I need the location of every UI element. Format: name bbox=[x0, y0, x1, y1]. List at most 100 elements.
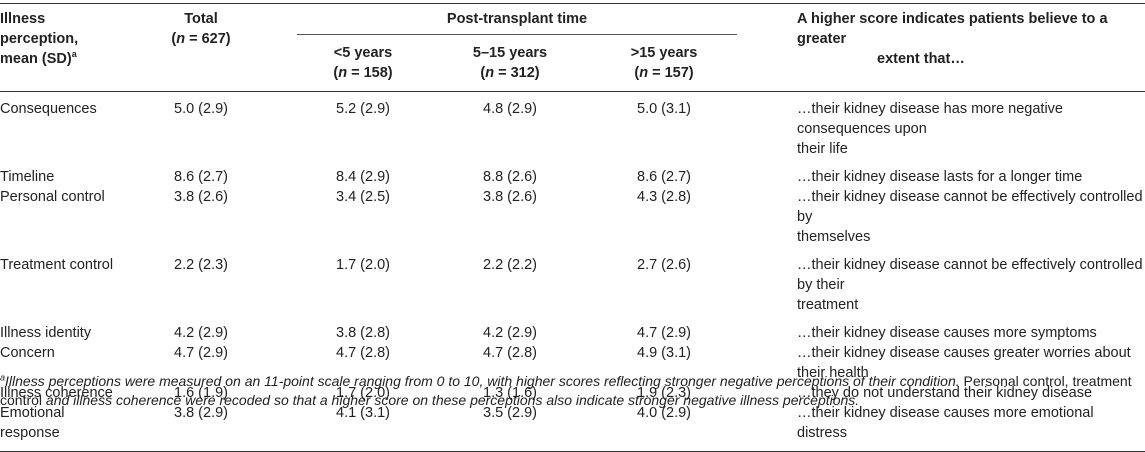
header-total-n: (n = 627) bbox=[171, 31, 231, 47]
cell-total-text: 1.6 (1.9) bbox=[174, 385, 228, 401]
cell-5-15: 3.8 (2.6) bbox=[429, 187, 591, 255]
cell-gt15-text: 2.7 (2.6) bbox=[637, 257, 691, 273]
table-row: Emotional response 3.8 (2.9) 4.1 (3.1) 3.5 (… bbox=[0, 403, 1145, 452]
table-row: Illness coherence 1.6 (1.9) 1.7 (2.0) 1.3 (… bbox=[0, 383, 1145, 403]
header-gap-2 bbox=[737, 4, 767, 83]
header-total: Total (n = 627) bbox=[135, 4, 267, 83]
cell-5-15: 4.8 (2.9) bbox=[429, 92, 591, 168]
cell-5-15-text: 2.2 (2.2) bbox=[483, 257, 537, 273]
row-label-text: Timeline bbox=[0, 169, 55, 185]
cell-total: 3.8 (2.9) bbox=[135, 403, 267, 452]
cell-total: 4.2 (2.9) bbox=[135, 323, 267, 343]
row-label-text: response bbox=[0, 425, 60, 441]
cell-description-text: …their kidney disease causes more sympto… bbox=[797, 325, 1097, 341]
cell-gt15-text: 4.3 (2.8) bbox=[637, 189, 691, 205]
gap-cell bbox=[737, 187, 767, 255]
cell-description-text: treatment bbox=[797, 297, 859, 313]
cell-total: 3.8 (2.6) bbox=[135, 187, 267, 255]
gap-cell bbox=[267, 403, 297, 452]
cell-gt15-text: 1.9 (2.3) bbox=[637, 385, 691, 401]
cell-lt5-text: 8.4 (2.9) bbox=[336, 169, 390, 185]
table-row: Illness identity 4.2 (2.9) 3.8 (2.8) 4.2 (2… bbox=[0, 323, 1145, 343]
cell-lt5-text: 4.7 (2.8) bbox=[336, 345, 390, 361]
cell-description-text: …their kidney disease causes greater wor… bbox=[797, 345, 1131, 381]
cell-description-text: …their kidney disease has more negative … bbox=[797, 101, 1063, 137]
header-group-label: Post-transplant time bbox=[297, 9, 737, 35]
row-label-text: Illness identity bbox=[0, 325, 92, 341]
cell-description-text: …their kidney disease cannot be effectiv… bbox=[797, 189, 1143, 225]
cell-gt15: 5.0 (3.1) bbox=[591, 92, 737, 168]
cell-gt15: 8.6 (2.7) bbox=[591, 167, 737, 187]
cell-5-15-text: 8.8 (2.6) bbox=[483, 169, 537, 185]
header-illness-perception: Illness perception, mean (SD)a bbox=[0, 4, 135, 83]
header-lt5: <5 years (n = 158) bbox=[297, 40, 429, 83]
row-label-text: Concern bbox=[0, 345, 55, 361]
footnote-marker: a bbox=[0, 372, 6, 383]
header-5-15: 5–15 years (n = 312) bbox=[429, 40, 591, 83]
table-top-rule bbox=[0, 3, 1145, 4]
cell-lt5: 8.4 (2.9) bbox=[297, 167, 429, 187]
row-label: Personal control bbox=[0, 187, 135, 255]
table-row: Treatment control 2.2 (2.3) 1.7 (2.0) 2.2 (… bbox=[0, 255, 1145, 323]
cell-total: 2.2 (2.3) bbox=[135, 255, 267, 323]
cell-total: 4.7 (2.9) bbox=[135, 343, 267, 383]
cell-description: …their kidney disease has more negative … bbox=[767, 92, 1145, 168]
cell-lt5: 3.8 (2.8) bbox=[297, 323, 429, 343]
cell-lt5: 4.1 (3.1) bbox=[297, 403, 429, 452]
header-rule bbox=[0, 83, 1145, 92]
cell-total: 5.0 (2.9) bbox=[135, 92, 267, 168]
cell-description: …their kidney disease causes more emotio… bbox=[767, 403, 1145, 452]
footnote-plain-text-3: illness coherence were recoded so that a… bbox=[69, 392, 860, 408]
table-footnote: aIllness perceptions were measured on an… bbox=[0, 372, 1140, 410]
gap-cell bbox=[737, 403, 767, 452]
cell-lt5-text: 5.2 (2.9) bbox=[336, 101, 390, 117]
row-label: Concern bbox=[0, 343, 135, 383]
gap-cell bbox=[267, 255, 297, 323]
cell-description: …their kidney disease causes greater wor… bbox=[767, 343, 1145, 383]
cell-description: …they do not understand their kidney dis… bbox=[767, 383, 1145, 403]
header-lt5-label: <5 years bbox=[333, 45, 393, 61]
header-5-15-n: (n = 312) bbox=[480, 65, 540, 81]
table-row: Personal control 3.8 (2.6) 3.4 (2.5) 3.8 (2… bbox=[0, 187, 1145, 255]
header-footnote-marker: a bbox=[71, 49, 77, 60]
cell-gt15: 4.0 (2.9) bbox=[591, 403, 737, 452]
cell-description: …their kidney disease causes more sympto… bbox=[767, 323, 1145, 343]
footnote-and: and bbox=[45, 392, 70, 408]
cell-gt15: 4.9 (3.1) bbox=[591, 343, 737, 383]
header-higher-score: A higher score indicates patients believ… bbox=[767, 4, 1145, 83]
row-label: Illness coherence bbox=[0, 383, 135, 403]
gap-cell bbox=[267, 92, 297, 168]
header-5-15-label: 5–15 years bbox=[472, 45, 548, 61]
cell-total-text: 8.6 (2.7) bbox=[174, 169, 228, 185]
cell-gt15-text: 5.0 (3.1) bbox=[637, 101, 691, 117]
cell-total-text: 3.8 (2.6) bbox=[174, 189, 228, 205]
header-gt15: >15 years (n = 157) bbox=[591, 40, 737, 83]
header-post-transplant-time: Post-transplant time bbox=[297, 4, 737, 40]
table-row: Timeline 8.6 (2.7) 8.4 (2.9) 8.8 (2.6) 8.6 (… bbox=[0, 167, 1145, 187]
row-label-text: Treatment control bbox=[0, 257, 114, 273]
table-page: Illness perception, mean (SD)a Total (n … bbox=[0, 3, 1145, 452]
row-label-text: Consequences bbox=[0, 101, 97, 117]
cell-total-text: 2.2 (2.3) bbox=[174, 257, 228, 273]
cell-5-15: 1.3 (1.6) bbox=[429, 383, 591, 403]
cell-5-15: 4.2 (2.9) bbox=[429, 323, 591, 343]
header-illness-line1: Illness bbox=[0, 11, 46, 27]
cell-description-text: …their kidney disease lasts for a longer… bbox=[797, 169, 1083, 185]
cell-lt5-text: 3.8 (2.8) bbox=[336, 325, 390, 341]
row-label: Emotional response bbox=[0, 403, 135, 452]
cell-5-15-text: 4.2 (2.9) bbox=[483, 325, 537, 341]
cell-total-text: 4.2 (2.9) bbox=[174, 325, 228, 341]
cell-5-15-text: 4.8 (2.9) bbox=[483, 101, 537, 117]
cell-lt5-text: 1.7 (2.0) bbox=[336, 385, 390, 401]
header-gap bbox=[267, 4, 297, 83]
cell-total: 8.6 (2.7) bbox=[135, 167, 267, 187]
cell-gt15: 1.9 (2.3) bbox=[591, 383, 737, 403]
header-gt15-label: >15 years bbox=[630, 45, 698, 61]
cell-gt15: 4.7 (2.9) bbox=[591, 323, 737, 343]
header-total-label: Total bbox=[184, 11, 218, 27]
row-label-text: Personal control bbox=[0, 189, 105, 205]
cell-5-15: 3.5 (2.9) bbox=[429, 403, 591, 452]
cell-gt15: 4.3 (2.8) bbox=[591, 187, 737, 255]
cell-5-15: 8.8 (2.6) bbox=[429, 167, 591, 187]
cell-description: …their kidney disease lasts for a longer… bbox=[767, 167, 1145, 187]
